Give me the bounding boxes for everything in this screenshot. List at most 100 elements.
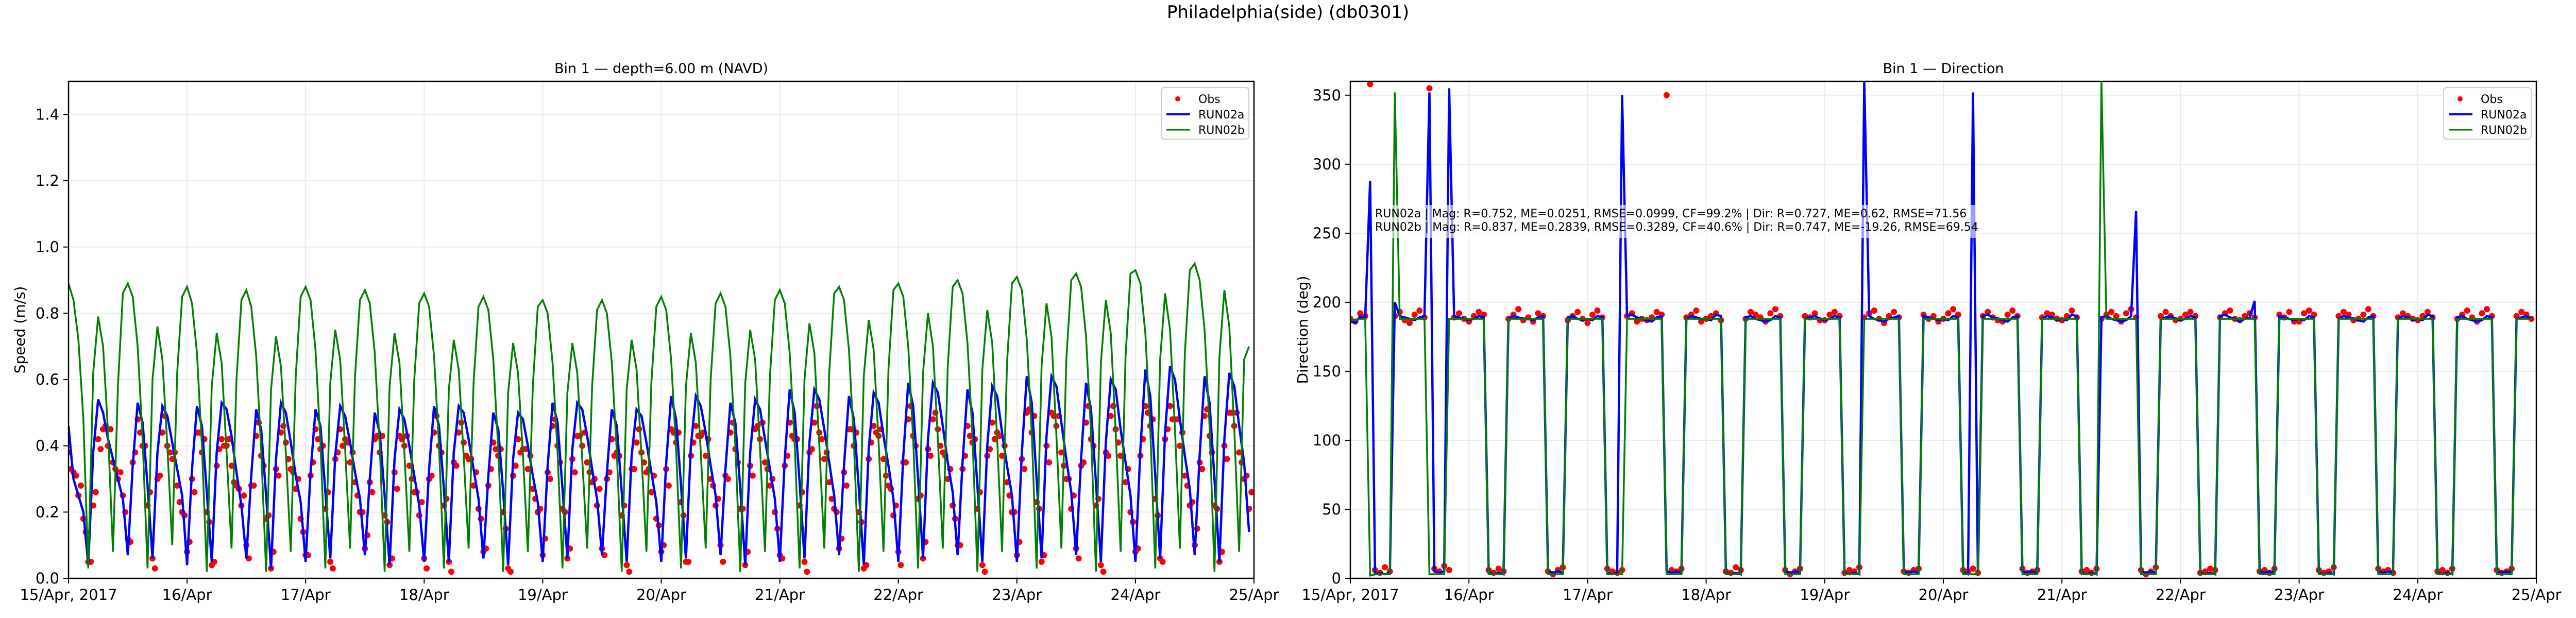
obs-point (1634, 318, 1640, 325)
obs-point (1426, 85, 1433, 92)
obs-point (648, 489, 655, 495)
obs-point (151, 565, 158, 572)
obs-point (275, 472, 282, 479)
series-line-run02a (1350, 81, 2532, 576)
obs-point (804, 569, 810, 575)
obs-point (1177, 442, 1183, 449)
x-tick-label: 24/Apr (1110, 586, 1160, 604)
x-tick-label: 20/Apr (1919, 586, 1969, 604)
obs-point (1107, 413, 1114, 419)
obs-point (1357, 310, 1364, 317)
y-tick-label: 0.0 (36, 570, 59, 587)
chart-direction: 15/Apr, 2017 16/Apr 17/Apr 18/Apr 19/Apr 20/A… (1294, 61, 2561, 604)
obs-point (801, 558, 808, 565)
obs-point (448, 569, 455, 575)
y-tick-label: 100 (1313, 432, 1341, 449)
y-axis-label: Direction (deg) (1294, 276, 1311, 384)
obs-point (1846, 566, 1853, 573)
obs-point (1733, 564, 1739, 571)
obs-point (1772, 306, 1778, 313)
obs-point (418, 499, 425, 506)
obs-point (1589, 312, 1596, 318)
legend-marker-obs (1175, 96, 1180, 101)
obs-point (1199, 466, 1206, 472)
y-tick-label: 0.4 (36, 437, 59, 455)
obs-point (665, 482, 672, 489)
obs-point (107, 426, 114, 433)
obs-point (547, 476, 553, 482)
x-tick-label: 17/Apr (1563, 586, 1613, 604)
obs-point (1416, 307, 1423, 314)
obs-point (369, 489, 376, 495)
obs-point (1985, 308, 1991, 315)
obs-point (2286, 308, 2293, 315)
x-tick-label: 19/Apr (518, 586, 568, 604)
obs-point (1411, 312, 1418, 318)
obs-point (1159, 558, 1166, 565)
obs-point (596, 486, 603, 492)
plot-area (69, 261, 1254, 575)
series-line-run02a (69, 366, 1250, 569)
obs-point (1406, 320, 1413, 327)
stats-annotation: RUN02a | Mag: R=0.752, ME=0.0251, RMSE=0… (1372, 205, 1980, 238)
obs-point (1476, 308, 1482, 315)
y-tick-label: 200 (1313, 294, 1341, 311)
obs-point (1382, 564, 1388, 571)
obs-point (811, 419, 818, 426)
obs-point (2123, 310, 2129, 317)
obs-point (327, 558, 334, 565)
obs-point (880, 456, 887, 462)
obs-point (1945, 310, 1952, 317)
obs-point (826, 479, 833, 486)
obs-point (1594, 307, 1601, 314)
obs-point (2479, 310, 2485, 317)
obs-point (423, 565, 430, 572)
obs-point (821, 456, 827, 462)
obs-point (1021, 466, 1028, 472)
obs-point (2400, 310, 2406, 317)
obs-point (92, 489, 99, 495)
obs-point (633, 439, 640, 446)
obs-point (1747, 308, 1754, 315)
obs-point (2162, 308, 2169, 315)
obs-point (1122, 479, 1129, 486)
x-tick-label: 22/Apr (873, 586, 923, 604)
x-tick-label: 16/Apr (1444, 586, 1494, 604)
obs-point (1046, 459, 1053, 466)
obs-point (685, 558, 692, 565)
x-tick-label: 24/Apr (2393, 586, 2443, 604)
y-tick-label: 0 (1332, 570, 1341, 587)
obs-point (932, 409, 939, 416)
x-tick-label: 16/Apr (162, 586, 212, 604)
y-tick-label: 250 (1313, 225, 1341, 242)
obs-point (571, 469, 578, 476)
obs-point (1584, 320, 1591, 327)
obs-point (1891, 308, 1897, 315)
series-obs (1350, 81, 2535, 577)
obs-point (1811, 310, 1818, 317)
obs-point (2113, 313, 2120, 319)
y-tick-label: 150 (1313, 363, 1341, 380)
obs-point (1248, 489, 1254, 495)
obs-point (2044, 310, 2050, 317)
x-tick-label: 15/Apr, 2017 (20, 586, 117, 604)
obs-point (77, 482, 84, 489)
obs-point (2009, 307, 2016, 314)
y-tick-label: 0.2 (36, 503, 59, 521)
legend: Obs RUN02a RUN02b (2443, 87, 2532, 140)
obs-point (1831, 308, 1838, 315)
obs-point (1698, 318, 1705, 325)
obs-point (2069, 307, 2075, 314)
series-run02b (69, 261, 1250, 572)
obs-point (1495, 565, 1502, 572)
x-tick-label: 21/Apr (755, 586, 805, 604)
legend-label: RUN02a (2481, 109, 2527, 122)
x-tick-label: 23/Apr (992, 586, 1042, 604)
obs-point (1653, 308, 1660, 315)
subplot-title: Bin 1 — depth=6.00 m (NAVD) (554, 61, 768, 77)
obs-point (749, 472, 756, 479)
obs-point (2484, 306, 2490, 313)
obs-point (2365, 306, 2371, 313)
obs-point (724, 476, 731, 482)
obs-point (819, 436, 825, 442)
